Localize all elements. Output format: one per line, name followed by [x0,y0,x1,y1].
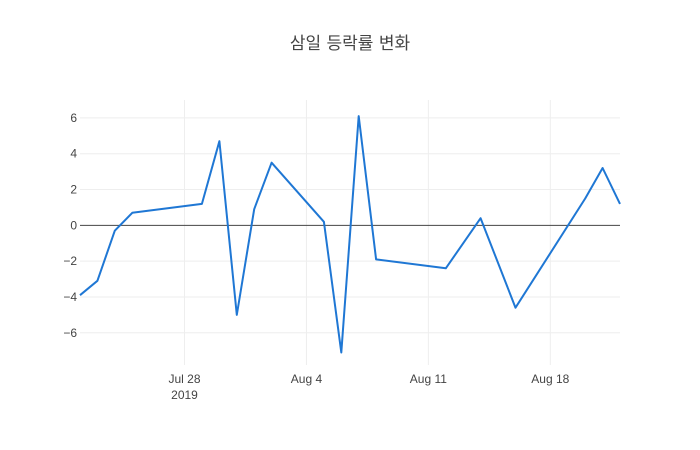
grid [80,100,620,365]
chart-title: 삼일 등락률 변화 [290,34,411,54]
y-tick-label: −4 [63,290,77,304]
y-tick-label: 0 [70,218,77,232]
y-tick-label: 4 [70,147,77,161]
x-tick-label: Jul 28 [169,372,201,386]
axes: Jul 28 2019 Aug 4 Aug 11 Aug 18 6 4 2 0 −2 −4 −6 [63,111,569,402]
x-tick-sublabel: 2019 [171,388,198,402]
y-tick-label: −2 [63,254,77,268]
y-tick-label: 6 [70,111,77,125]
x-tick-label: Aug 18 [531,372,569,386]
series-line [79,115,621,354]
y-tick-label: −6 [63,326,77,340]
x-tick-label: Aug 4 [291,372,323,386]
y-tick-label: 2 [70,183,77,197]
series-layer [79,115,621,354]
x-tick-label: Aug 11 [410,372,447,386]
